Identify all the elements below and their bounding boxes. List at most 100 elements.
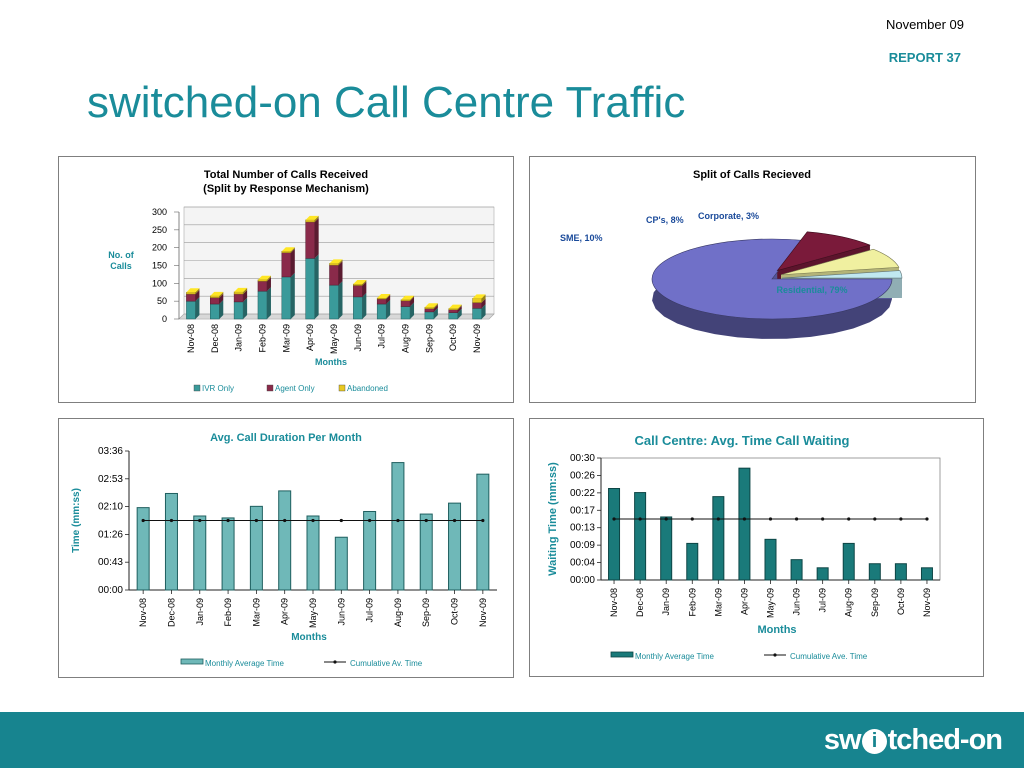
bar-top — [329, 259, 343, 264]
legend-swatch — [338, 384, 346, 392]
x-axis-label: Months — [315, 357, 347, 367]
bar-top — [448, 304, 462, 309]
bar-segment — [257, 280, 268, 292]
line-marker — [873, 517, 877, 521]
bar-segment — [424, 311, 435, 320]
bar-side — [314, 254, 319, 319]
bar — [764, 538, 777, 581]
bar-segment — [448, 312, 458, 320]
x-tick-label: Feb-09 — [257, 324, 267, 353]
pie-slice-label: SME, 10% — [560, 233, 603, 243]
line-marker — [612, 517, 616, 521]
bar — [920, 567, 933, 581]
y-tick-label: 02:53 — [98, 474, 123, 485]
bar-side — [362, 281, 367, 297]
legend-label: Cumulative Av. Time — [350, 659, 423, 668]
y-tick-label: 00:17 — [570, 505, 595, 516]
bar-segment — [376, 297, 387, 300]
waiting-time-chart: Call Centre: Avg. Time Call Waiting 00:00… — [547, 433, 941, 661]
bar — [306, 515, 320, 591]
bar-side — [481, 298, 486, 309]
bar-side — [433, 307, 438, 319]
bar — [608, 488, 621, 581]
call-duration-chart-panel: Avg. Call Duration Per Month 00:00 00:43 01… — [58, 418, 514, 678]
line-marker — [368, 518, 372, 523]
x-axis-label: Months — [757, 624, 796, 636]
bar-segment — [210, 295, 220, 298]
x-tick-label: Jul-09 — [365, 598, 375, 623]
line-marker — [396, 518, 400, 523]
line-marker — [254, 518, 258, 523]
chart-title: Split of Calls Recieved — [693, 169, 811, 181]
bar-top — [186, 288, 200, 293]
bar — [816, 567, 829, 581]
legend-swatch — [610, 651, 634, 658]
legend-label: Cumulative Ave. Time — [790, 652, 868, 661]
x-tick-label: May-09 — [766, 588, 776, 618]
bar-side — [433, 304, 438, 312]
y-tick-label: 100 — [152, 278, 167, 288]
x-axis-label: Months — [291, 632, 327, 643]
y-tick-label: 150 — [152, 261, 167, 271]
line-marker — [226, 518, 230, 523]
bar-top — [281, 247, 295, 252]
bar-side — [457, 305, 462, 313]
line-marker — [742, 517, 747, 521]
x-tick-label: May-09 — [329, 324, 339, 354]
y-tick-label: 200 — [152, 243, 167, 253]
bar-top — [210, 291, 224, 296]
bar-segment — [376, 303, 387, 320]
bar-top — [424, 303, 438, 308]
bar-segment — [353, 296, 363, 320]
bar-side — [481, 304, 486, 319]
line-marker — [638, 517, 642, 521]
x-tick-label: Dec-08 — [635, 588, 645, 617]
bar-side — [243, 287, 248, 295]
x-tick-label: Mar-09 — [281, 324, 291, 353]
y-tick-label: 300 — [152, 207, 167, 217]
y-tick-label: 50 — [157, 296, 167, 306]
y-tick-label: 00:22 — [570, 488, 595, 499]
calls-split-pie-panel: Split of Calls Recieved Residential, 79% S… — [529, 156, 976, 403]
line-marker — [141, 518, 145, 523]
line-marker — [169, 518, 174, 523]
bar-side — [338, 259, 343, 266]
y-tick-label: 02:10 — [98, 502, 123, 513]
bar — [363, 510, 377, 591]
bar-segment — [305, 221, 315, 259]
bar — [660, 516, 673, 581]
bar — [221, 517, 235, 591]
x-tick-label: Aug-09 — [844, 588, 854, 617]
bar-top — [377, 293, 391, 298]
bar-segment — [376, 298, 387, 305]
x-tick-label: Jan-09 — [195, 598, 205, 626]
x-tick-label: Apr-09 — [305, 324, 315, 351]
y-tick-label: 250 — [152, 225, 167, 235]
pie-slice-label: Residential, 79% — [776, 285, 847, 295]
bar-segment — [186, 292, 196, 295]
bar-side — [243, 290, 248, 302]
legend-swatch — [266, 384, 274, 392]
bar-segment — [472, 302, 482, 309]
bar-segment — [353, 285, 363, 298]
bar-side — [457, 304, 462, 310]
bar — [334, 536, 348, 591]
bar — [164, 492, 178, 591]
brand-logo-i-icon: i — [861, 728, 887, 754]
x-tick-label: Apr-09 — [739, 588, 749, 615]
bar-side — [195, 288, 200, 295]
brand-logo: sw i tched-on — [824, 724, 1003, 757]
bar-segment — [233, 301, 244, 320]
footer-bar: sw i tched-on — [0, 712, 1024, 768]
y-axis-label: Time (mm:ss) — [71, 488, 82, 553]
pie-slice — [780, 248, 900, 276]
y-tick-label: 00:09 — [570, 540, 595, 551]
bar-side — [195, 290, 200, 302]
bar-segment — [329, 263, 339, 266]
brand-logo-part: tched-on — [887, 724, 1003, 756]
legend-swatch — [180, 658, 204, 665]
line-marker — [899, 517, 903, 521]
y-tick-label: 00:26 — [570, 470, 595, 481]
legend-marker — [333, 660, 337, 664]
bar-side — [314, 217, 319, 259]
